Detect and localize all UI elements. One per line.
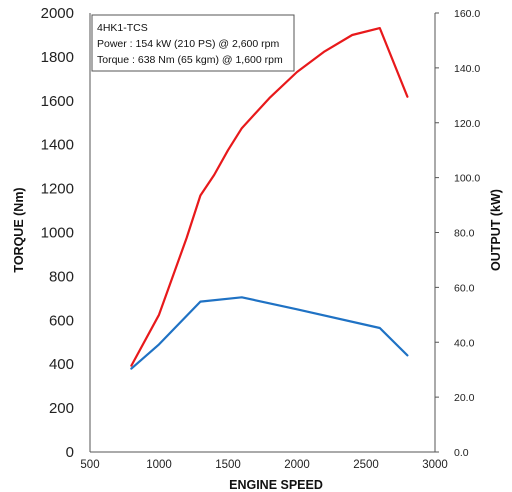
tick-labels-group: 0 200 400 600 800 1000 1200 1400 1600 1800 2000 0.0… <box>41 5 481 471</box>
left-y-tick-label: 2000 <box>41 5 74 22</box>
annotation-engine-model: 4HK1-TCS <box>97 22 148 34</box>
left-y-tick-label: 1200 <box>41 181 74 198</box>
output-series-line <box>130 27 409 367</box>
right-y-tick-label: 0.0 <box>454 447 469 459</box>
left-y-tick-label: 400 <box>49 356 74 373</box>
right-y-tick-label: 160.0 <box>454 8 480 20</box>
left-y-tick-label: 1800 <box>41 49 74 66</box>
annotation-power: Power : 154 kW (210 PS) @ 2,600 rpm <box>97 38 279 50</box>
x-tick-label: 500 <box>80 459 99 471</box>
left-y-tick-label: 1000 <box>41 225 74 242</box>
annotation-box: 4HK1-TCS Power : 154 kW (210 PS) @ 2,600… <box>91 14 295 72</box>
left-y-tick-label: 800 <box>49 268 74 285</box>
right-y-tick-label: 40.0 <box>454 337 475 349</box>
right-y-tick-label: 20.0 <box>454 392 475 404</box>
torque-series-line <box>130 296 409 370</box>
left-y-tick-label: 200 <box>49 400 74 417</box>
left-y-tick-label: 600 <box>49 312 74 329</box>
right-y-tick-label: 100.0 <box>454 173 480 185</box>
x-axis-title: ENGINE SPEED <box>229 478 323 492</box>
right-y-tick-label: 120.0 <box>454 118 480 130</box>
left-y-axis-title: TORQUE (Nm) <box>12 187 26 272</box>
left-y-tick-label: 0 <box>66 444 74 461</box>
right-y-axis-title: OUTPUT (kW) <box>489 189 503 271</box>
right-y-tick-label: 80.0 <box>454 228 475 240</box>
x-tick-label: 1000 <box>146 459 172 471</box>
right-y-tick-label: 60.0 <box>454 282 475 294</box>
left-y-tick-label: 1600 <box>41 93 74 110</box>
annotation-torque: Torque : 638 Nm (65 kgm) @ 1,600 rpm <box>97 54 283 66</box>
axes-group <box>89 12 439 453</box>
series-group <box>130 27 409 370</box>
right-y-tick-label: 140.0 <box>454 63 480 75</box>
x-tick-label: 2500 <box>353 459 379 471</box>
x-tick-label: 1500 <box>215 459 241 471</box>
x-tick-label: 2000 <box>284 459 310 471</box>
x-tick-label: 3000 <box>422 459 448 471</box>
annotation-box-frame <box>91 14 295 72</box>
left-y-tick-label: 1400 <box>41 137 74 154</box>
